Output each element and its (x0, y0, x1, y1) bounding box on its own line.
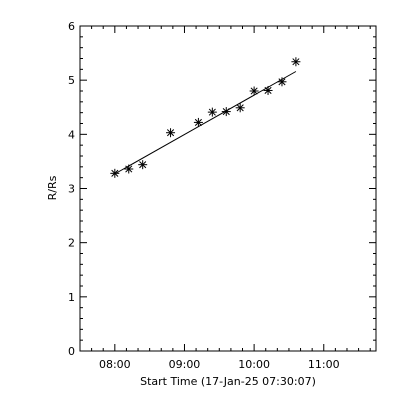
y-tick-label: 5 (68, 74, 75, 87)
asterisk-stroke (278, 78, 286, 86)
y-axis-ticks: 0 1 2 3 4 5 6 (68, 20, 376, 358)
data-point-asterisk (291, 57, 301, 67)
asterisk-stroke (166, 129, 175, 137)
x-tick-label: 08:00 (99, 358, 131, 371)
data-point-asterisk (221, 107, 231, 117)
asterisk-stroke (208, 108, 216, 116)
asterisk-stroke (125, 165, 133, 173)
data-point-asterisk (235, 103, 245, 113)
asterisk-stroke (292, 58, 300, 66)
y-tick-label: 6 (68, 20, 75, 33)
x-axis-ticks: 08:00 09:00 10:00 11:00 (79, 26, 371, 371)
x-tick-label: 10:00 (238, 358, 270, 371)
y-tick-label: 4 (68, 128, 75, 141)
data-point-asterisk (277, 77, 287, 87)
data-point-asterisk (138, 160, 148, 170)
asterisk-stroke (236, 104, 244, 112)
data-point-asterisk (249, 86, 259, 96)
data-point-asterisk (110, 168, 120, 178)
x-tick-label: 11:00 (308, 358, 340, 371)
asterisk-stroke (111, 169, 119, 177)
data-point-asterisk (166, 128, 176, 138)
data-point-asterisk (193, 117, 203, 127)
asterisk-stroke (222, 108, 230, 116)
y-tick-label: 2 (68, 237, 75, 250)
asterisk-stroke (264, 86, 272, 95)
x-tick-label: 09:00 (169, 358, 201, 371)
asterisk-stroke (139, 161, 147, 169)
data-point-asterisk (263, 85, 273, 95)
asterisk-stroke (250, 87, 258, 95)
data-point-asterisk (124, 164, 134, 174)
asterisk-stroke (194, 118, 202, 126)
y-tick-label: 0 (68, 345, 75, 358)
data-point-asterisk (207, 107, 217, 117)
x-axis-label: Start Time (17-Jan-25 07:30:07) (140, 375, 316, 388)
data-points-layer (110, 57, 301, 178)
y-axis-label: R/Rs (46, 175, 59, 200)
y-tick-label: 3 (68, 183, 75, 196)
y-tick-label: 1 (68, 291, 75, 304)
